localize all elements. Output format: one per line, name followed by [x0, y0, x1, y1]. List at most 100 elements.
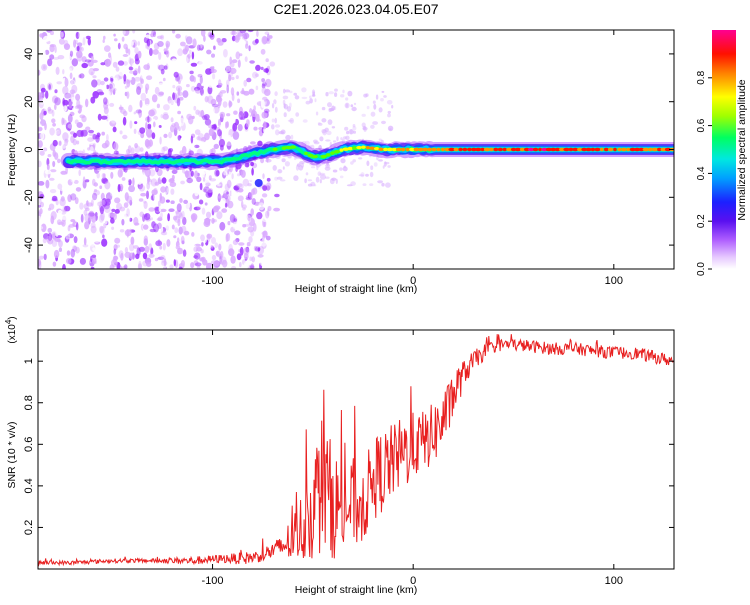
- spectrogram-noise-blob: [248, 177, 255, 181]
- ridge-core-segment: [458, 147, 463, 152]
- spectrogram-noise-blob: [195, 125, 199, 130]
- spectrogram-noise-blob: [104, 90, 111, 99]
- spectrogram-noise-blob: [245, 119, 250, 128]
- spectrogram-noise-blob: [44, 169, 52, 175]
- spectrogram-noise-blob: [271, 118, 275, 123]
- spectrogram-noise-blob: [51, 198, 58, 202]
- spectrogram-noise-blob: [124, 247, 128, 254]
- spectrogram-noise-blob: [150, 178, 158, 187]
- spectrogram-noise-blob: [155, 113, 162, 118]
- spectrogram-noise-blob: [274, 193, 280, 198]
- spectrogram-noise-blob: [134, 68, 139, 74]
- spectrogram-noise-blob: [66, 250, 71, 256]
- spectrogram-noise-blob: [56, 130, 61, 135]
- spectrogram-noise-blob: [110, 84, 115, 91]
- spectrogram-noise-blob: [372, 121, 378, 125]
- spectrogram-noise-blob: [49, 189, 57, 194]
- snr-ticks: -100 0 100 0.2 0.4 0.6 0.8 1: [23, 330, 674, 587]
- spectrogram-noise-blob: [76, 50, 83, 59]
- spectrogram-noise-blob: [317, 122, 323, 126]
- spectrogram-noise-blob: [129, 243, 135, 252]
- spectrogram-noise-blob: [93, 202, 99, 209]
- spectrogram-noise-blob: [196, 148, 203, 156]
- spectrogram-noise-blob: [290, 134, 294, 140]
- spectrogram-noise-blob: [131, 48, 135, 57]
- spectrogram-noise-blob: [111, 205, 116, 209]
- spectrogram-noise-blob: [366, 105, 370, 110]
- spectrogram-noise-blob: [220, 197, 227, 206]
- spectrogram-noise-blob: [151, 132, 156, 140]
- spectrogram-noise-blob: [113, 103, 116, 107]
- spectrogram-noise-blob: [170, 188, 175, 195]
- spectrogram-noise-blob: [244, 162, 250, 168]
- spectrogram-noise-blob: [137, 41, 140, 46]
- spectrogram-noise-blob: [263, 121, 267, 130]
- ridge-core-segment: [436, 147, 441, 152]
- spectrogram-noise-blob: [177, 135, 181, 141]
- colorbar-tick-label: 0.4: [696, 166, 707, 180]
- ridge-core-segment: [626, 147, 631, 152]
- spectrogram-noise-blob: [93, 189, 98, 193]
- spectrogram-noise-blob: [181, 210, 185, 220]
- spectrogram-noise-blob: [336, 136, 339, 142]
- spectrogram-noise-blob: [346, 130, 350, 135]
- spectrogram-noise-blob: [40, 201, 44, 208]
- spectrogram-noise-blob: [177, 110, 182, 115]
- spectrogram-noise-blob: [171, 123, 176, 128]
- spectrogram-noise-blob: [67, 179, 73, 186]
- spectrogram-noise-blob: [38, 92, 43, 100]
- spectrogram-noise-blob: [266, 33, 270, 42]
- spectrogram-noise-blob: [104, 205, 111, 214]
- spectrogram-noise-blob: [255, 85, 259, 91]
- spectrogram-noise-blob: [261, 193, 268, 198]
- spectrogram-noise-blob: [67, 114, 73, 123]
- ridge-core-segment: [470, 147, 477, 152]
- snr-ytick-label: 0.2: [23, 520, 35, 535]
- spectrogram-noise-blob: [234, 170, 240, 179]
- spectrogram-noise-blob: [190, 170, 194, 177]
- spectrogram-noise-blob: [196, 176, 202, 183]
- spectrogram-noise-blob: [213, 45, 216, 50]
- spectrogram-noise-blob: [67, 123, 74, 129]
- spectrogram-noise-blob: [174, 227, 179, 234]
- spectrogram-noise-blob: [251, 110, 257, 118]
- spectrogram-noise-blob: [159, 245, 163, 250]
- spectrogram-noise-blob: [119, 206, 126, 212]
- spectrogram-noise-blob: [59, 31, 64, 38]
- spectrogram-noise-blob: [100, 115, 108, 120]
- spectrogram-noise-blob: [229, 214, 236, 223]
- spectrogram-noise-blob: [38, 204, 42, 208]
- spectrogram-noise-blob: [373, 103, 377, 110]
- spectrogram-noise-blob: [201, 207, 206, 215]
- spectrogram-noise-blob: [349, 129, 353, 135]
- spectrogram-noise-blob: [252, 187, 258, 195]
- spectrogram-noise-blob: [114, 237, 121, 244]
- spectrogram-spot: [254, 179, 263, 187]
- ridge-core-segment: [594, 147, 601, 152]
- spectrogram-noise-blob: [361, 122, 366, 128]
- spectrogram-noise-blob: [71, 84, 78, 94]
- spectrogram-noise-blob: [132, 95, 136, 102]
- spectrogram-noise-blob: [141, 43, 146, 48]
- ridge-core-segment: [330, 151, 335, 155]
- spectrogram-noise-blob: [113, 33, 116, 37]
- spectrogram-noise-blob: [204, 118, 212, 126]
- spectrogram-noise-blob: [321, 118, 327, 123]
- spectrogram-noise-blob: [198, 60, 204, 69]
- spectrogram-noise-blob: [184, 34, 188, 41]
- spectrogram-noise-blob: [220, 251, 224, 259]
- spectrogram-noise-blob: [307, 179, 313, 182]
- spectrogram-noise-blob: [148, 243, 152, 251]
- spectrogram-noise-blob: [320, 174, 326, 180]
- spectrogram-noise-blob: [142, 224, 149, 230]
- colorbar-tick-label: 0.6: [696, 118, 707, 132]
- spectrogram-noise-blob: [287, 119, 293, 122]
- spectrogram-noise-blob: [231, 173, 234, 180]
- spectrogram-noise-blob: [62, 86, 69, 95]
- spectrogram-noise-blob: [184, 200, 191, 210]
- spectrogram-noise-blob: [114, 197, 121, 204]
- spectrogram-noise-blob: [265, 158, 272, 163]
- ridge-core-segment: [352, 146, 358, 150]
- spectrogram-noise-blob: [283, 112, 287, 118]
- spectrogram-noise-blob: [87, 37, 92, 46]
